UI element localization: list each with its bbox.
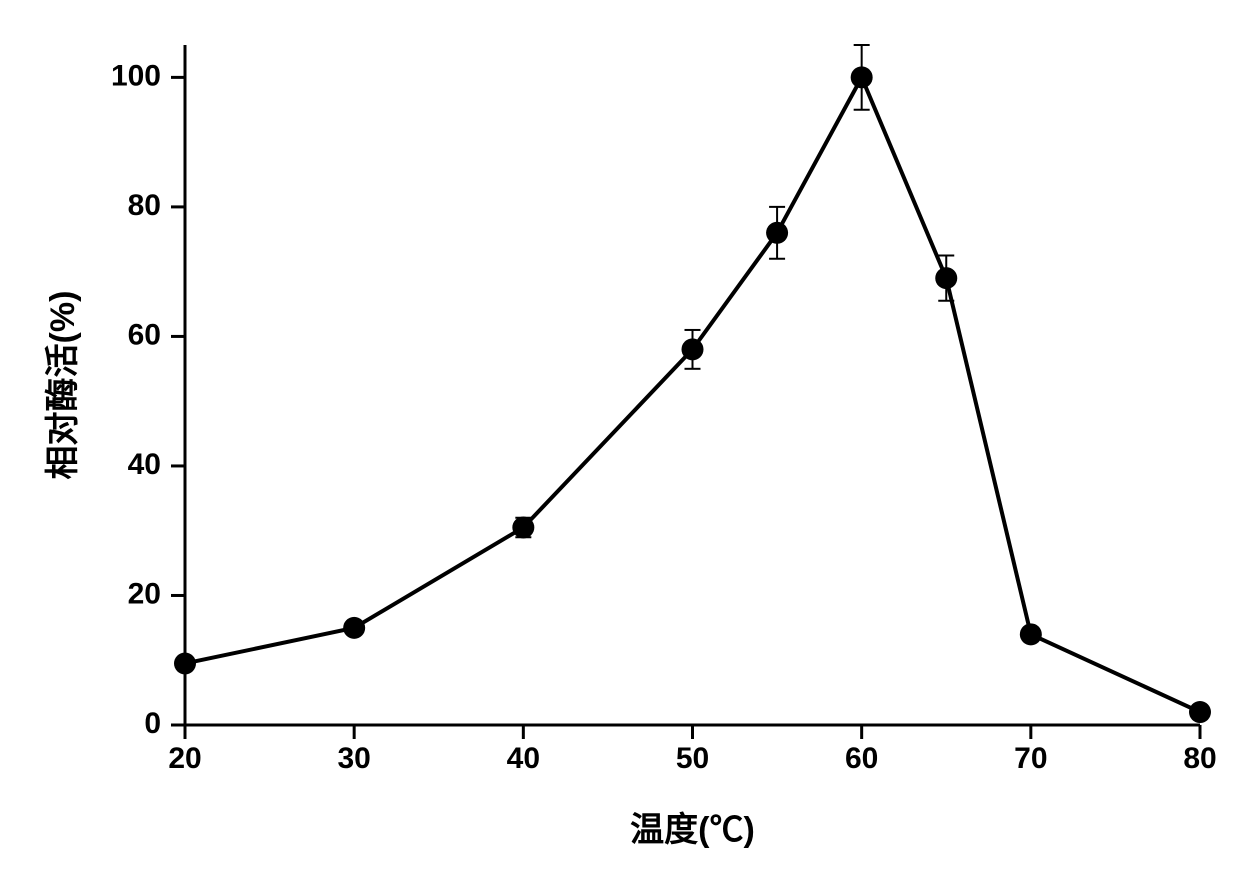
x-tick-label: 70: [1014, 742, 1047, 775]
data-point: [512, 516, 534, 538]
y-tick-label: 80: [128, 189, 161, 222]
y-axis-label: 相对酶活(%): [44, 291, 82, 480]
data-point: [682, 338, 704, 360]
x-tick-label: 40: [507, 742, 540, 775]
x-tick-label: 60: [845, 742, 878, 775]
chart-container: 20304050607080020406080100温度(℃)相对酶活(%): [0, 0, 1240, 876]
x-tick-label: 20: [168, 742, 201, 775]
y-tick-label: 0: [144, 707, 161, 740]
data-point: [1020, 623, 1042, 645]
activity-vs-temperature-chart: 20304050607080020406080100温度(℃)相对酶活(%): [0, 0, 1240, 876]
data-point: [766, 222, 788, 244]
data-point: [343, 617, 365, 639]
y-tick-label: 20: [128, 577, 161, 610]
x-tick-label: 80: [1183, 742, 1216, 775]
data-point: [935, 267, 957, 289]
data-point: [174, 652, 196, 674]
data-point: [1189, 701, 1211, 723]
data-point: [851, 66, 873, 88]
x-tick-label: 30: [337, 742, 370, 775]
x-axis-label: 温度(℃): [630, 811, 755, 849]
y-tick-label: 40: [128, 448, 161, 481]
x-tick-label: 50: [676, 742, 709, 775]
y-tick-label: 60: [128, 318, 161, 351]
y-tick-label: 100: [111, 59, 161, 92]
